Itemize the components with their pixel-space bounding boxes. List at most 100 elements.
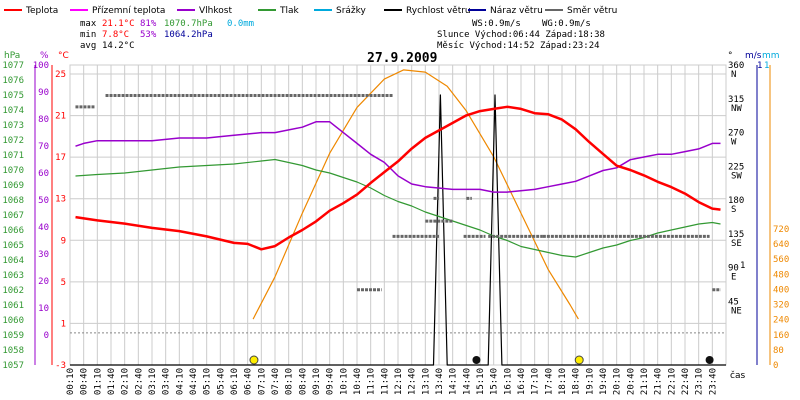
stats-wg: WG:0.9m/s — [542, 19, 591, 29]
moon-marker — [705, 356, 714, 364]
time-tick-label: 01:10 — [93, 368, 103, 395]
legend-label: Přízemní teplota — [92, 6, 165, 16]
axis-title-pct: % — [40, 51, 49, 61]
moon-marker — [472, 356, 481, 364]
dir-tick-label: 225 — [728, 162, 744, 172]
legend-label: Rychlost větru — [406, 6, 471, 16]
hpa-tick-label: 1065 — [2, 241, 24, 251]
c-tick-label: 25 — [55, 70, 66, 80]
time-tick-label: 17:40 — [544, 368, 554, 395]
solar-tick-label: 240 — [773, 316, 789, 326]
time-tick-label: 21:40 — [654, 368, 664, 395]
time-tick-label: 15:10 — [476, 368, 486, 395]
grid — [69, 65, 726, 366]
hpa-tick-label: 1062 — [2, 286, 24, 296]
pct-tick-label: 60 — [38, 169, 49, 179]
hpa-tick-label: 1070 — [2, 166, 24, 176]
solar-tick-label: 400 — [773, 285, 789, 295]
hpa-tick-label: 1072 — [2, 136, 24, 146]
time-tick-label: 07:10 — [257, 368, 267, 395]
stats-max-temp: 21.1°C — [102, 19, 135, 29]
stats-ws: WS:0.9m/s — [472, 19, 521, 29]
time-tick-label: 08:40 — [298, 368, 308, 395]
solar-tick-label: 640 — [773, 240, 789, 250]
hpa-tick-label: 1060 — [2, 316, 24, 326]
dir-tick-label: 270 — [728, 129, 744, 139]
pct-tick-label: 10 — [38, 304, 49, 314]
axis-title-mm: mm — [762, 51, 780, 61]
time-tick-label: 20:10 — [613, 368, 623, 395]
series-wind-speed — [70, 94, 726, 366]
time-tick-label: 12:10 — [394, 368, 404, 395]
solar-tick-label: 320 — [773, 301, 789, 311]
solar-tick-label: 0 — [773, 361, 778, 371]
axis-title-deg: ° — [728, 51, 733, 61]
dir-name-label: SE — [731, 239, 742, 249]
pct-tick-label: 0 — [44, 331, 49, 341]
c-tick-label: 9 — [61, 236, 66, 246]
time-tick-label: 22:40 — [681, 368, 691, 395]
stats-max-rain: 0.0mm — [227, 19, 254, 29]
dir-tick-label: 360 — [728, 61, 744, 71]
pct-tick-label: 40 — [38, 223, 49, 233]
hpa-tick-label: 1073 — [2, 121, 24, 131]
legend-label: Tlak — [279, 6, 300, 16]
hpa-tick-label: 1069 — [2, 181, 24, 191]
dir-tick-label: 90 — [728, 264, 739, 274]
dir-tick-label: 45 — [728, 297, 739, 307]
legend-label: Vlhkost — [199, 6, 232, 16]
c-tick-label: 5 — [61, 278, 66, 288]
dir-tick-label: 315 — [728, 95, 744, 105]
ms-mid-tick-label: 1 — [740, 261, 745, 271]
dir-name-label: NW — [731, 104, 742, 114]
hpa-tick-label: 1068 — [2, 196, 24, 206]
time-tick-label: 14:10 — [449, 368, 459, 395]
hpa-tick-label: 1058 — [2, 346, 24, 356]
legend: Teplota Přízemní teplota Vlhkost Tlak Srážky… — [4, 6, 617, 16]
stats-avg-label: avg — [80, 41, 96, 51]
c-tick-label: 17 — [55, 153, 66, 163]
axes: 1077107610751074107310721071107010691068… — [2, 61, 789, 395]
hpa-tick-label: 1076 — [2, 76, 24, 86]
solar-tick-label: 160 — [773, 331, 789, 341]
hpa-tick-label: 1066 — [2, 226, 24, 236]
markers-layer — [249, 355, 714, 365]
mm-tick-label: 1 — [764, 61, 769, 71]
axis-title-hpa: hPa — [4, 51, 20, 61]
time-tick-label: 04:10 — [175, 368, 185, 395]
legend-label: Směr větru — [567, 6, 617, 16]
axis-title-c: °C — [58, 51, 69, 61]
series-layer — [70, 69, 726, 366]
ms-tick-label: 1 — [757, 61, 762, 71]
time-tick-label: 18:10 — [558, 368, 568, 395]
legend-label: Teplota — [25, 6, 58, 16]
stats-block: max 21.1°C 81% 1070.7hPa 0.0mm min 7.8°C… — [80, 19, 605, 51]
stats-max-press: 1070.7hPa — [164, 19, 213, 29]
time-tick-label: 06:10 — [230, 368, 240, 395]
time-tick-label: 20:40 — [626, 368, 636, 395]
time-tick-label: 18:40 — [572, 368, 582, 395]
stats-avg-temp: 14.2°C — [102, 41, 135, 51]
hpa-tick-label: 1059 — [2, 331, 24, 341]
pct-tick-label: 80 — [38, 115, 49, 125]
time-tick-label: 21:10 — [640, 368, 650, 395]
dir-name-label: N — [731, 70, 736, 80]
time-tick-label: 09:40 — [326, 368, 336, 395]
time-tick-label: 19:10 — [585, 368, 595, 395]
solar-tick-label: 560 — [773, 255, 789, 265]
c-tick-label: 1 — [61, 319, 66, 329]
dir-name-label: S — [731, 205, 736, 215]
time-tick-label: 05:10 — [203, 368, 213, 395]
hpa-tick-label: 1077 — [2, 61, 24, 71]
series-temperature — [75, 105, 721, 251]
hpa-tick-label: 1063 — [2, 271, 24, 281]
dir-name-label: NE — [731, 306, 742, 316]
time-tick-label: 13:40 — [435, 368, 445, 395]
solar-tick-label: 480 — [773, 270, 789, 280]
time-tick-label: 06:40 — [244, 368, 254, 395]
time-tick-label: 15:40 — [490, 368, 500, 395]
stats-moon: Měsíc Východ:14:52 Západ:23:24 — [437, 41, 600, 51]
axis-title-ms: m/s — [745, 51, 762, 61]
stats-min-hum: 53% — [140, 30, 157, 40]
